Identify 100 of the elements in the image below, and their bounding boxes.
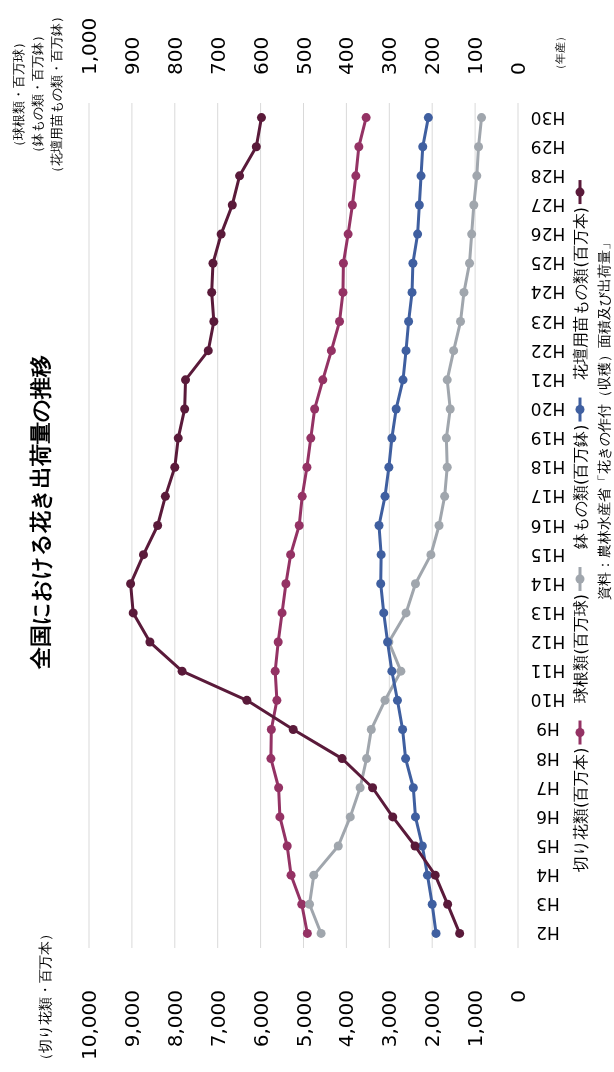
point [153,521,163,530]
y-tick-label: H3 [536,894,560,915]
point [286,550,296,560]
y-axis-title: （年産） [553,31,567,75]
y-tick-label: H18 [530,457,566,478]
y-tick-label: H4 [536,865,560,886]
point [270,666,280,676]
y-tick-label: H16 [530,515,566,536]
legend-label: 切り花類(百万本) [570,747,590,872]
point [180,404,190,414]
point [477,113,487,123]
x-tick-label: 7,000 [205,990,230,1048]
point [442,462,452,472]
y-tick-label: H13 [530,602,566,623]
point [430,870,440,880]
point [216,229,226,239]
point [423,113,433,123]
point [398,375,408,385]
y-tick-label: H19 [530,428,566,449]
x-tick-label: 2,000 [420,990,445,1048]
point [376,579,386,589]
point [275,812,285,822]
point [338,287,348,297]
point [416,171,426,181]
point [443,899,453,909]
x-tick-label: 10,000 [77,990,101,1060]
point [242,695,252,705]
point [362,754,372,764]
point [266,724,276,734]
y-tick-label: H25 [530,253,566,274]
y-tick-label: H10 [530,690,566,711]
x2-tick-label: 200 [420,36,445,75]
point [387,666,397,676]
point [396,666,406,676]
point [387,433,397,443]
point [208,258,218,268]
point [384,462,394,472]
y-tick-label: H2 [536,923,560,944]
point [181,375,191,385]
point [449,346,459,356]
point [465,258,475,268]
x-tick-label: 8,000 [162,990,187,1048]
point [380,695,390,705]
point [318,375,328,385]
point [273,637,283,647]
x-tick-label: 0 [506,990,530,1003]
x2-tick-label: 100 [463,36,488,75]
y-tick-label: H14 [530,573,566,594]
y-tick-label: H27 [530,194,566,215]
point [227,200,237,210]
point [286,870,296,880]
x2-tick-label: 700 [205,36,230,75]
point [459,287,469,297]
point [410,812,420,822]
point [305,899,315,909]
x-tick-label: 4,000 [334,990,359,1048]
point [380,491,390,501]
point [472,171,482,181]
point [426,550,436,560]
y-tick-label: H15 [530,544,566,565]
point [309,870,319,880]
point [434,521,444,530]
point [445,404,455,414]
point [277,608,287,618]
point [413,229,423,239]
y-tick-label: H24 [530,282,566,303]
x-tick-label: 5,000 [291,990,316,1048]
point [126,579,136,589]
y-tick-label: H8 [536,748,560,769]
y-tick-label: H29 [530,136,566,157]
point [401,754,411,764]
point [316,928,326,938]
point [235,171,245,181]
point [343,229,353,239]
point [368,783,378,793]
point [209,317,219,327]
point [391,404,401,414]
y-tick-label: H20 [530,398,566,419]
point [282,841,292,851]
point [145,637,155,647]
point [177,666,187,676]
point [170,462,180,472]
point [408,258,418,268]
x2-tick-label: 1,000 [77,17,101,75]
point [173,433,183,443]
point [407,287,417,297]
point [442,375,452,385]
point [272,695,282,705]
x-tick-label: 9,000 [119,990,144,1048]
point [326,346,336,356]
point [355,783,365,793]
point [414,200,424,210]
point [160,491,170,501]
text: （切り花類・百万本） [37,927,53,1067]
y-tick-label: H26 [530,224,566,245]
x2-tick-label: 0 [506,62,530,75]
point [374,521,384,530]
x2-tick-label: 800 [162,36,187,75]
y-tick-label: H17 [530,486,566,507]
point [469,200,479,210]
